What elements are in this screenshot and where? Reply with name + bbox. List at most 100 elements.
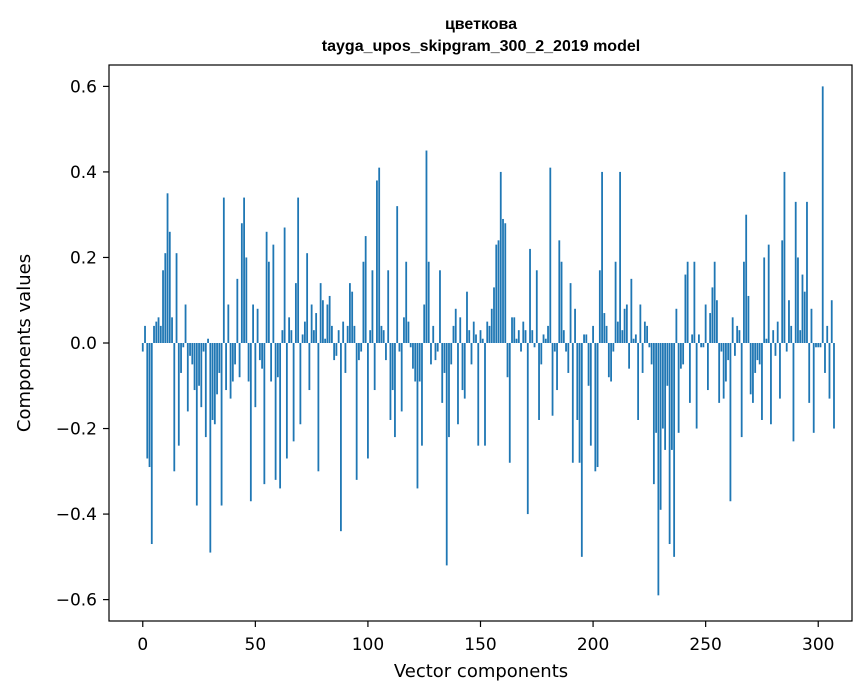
bar-304 (826, 325, 829, 343)
bar-190 (569, 283, 572, 343)
bar-195 (580, 343, 583, 557)
bar-270 (749, 343, 752, 395)
bar-30 (209, 343, 212, 553)
bar-5 (153, 325, 155, 343)
bar-224 (646, 325, 649, 343)
bar-48 (249, 343, 252, 502)
bar-8 (159, 325, 162, 343)
bar-14 (173, 343, 176, 472)
bar-65 (288, 317, 291, 343)
bar-243 (688, 343, 691, 403)
bar-136 (448, 343, 450, 438)
bar-151 (481, 338, 484, 343)
bar-183 (553, 343, 556, 352)
bar-219 (634, 334, 637, 343)
bar-244 (691, 334, 694, 343)
bar-56 (267, 261, 270, 343)
bar-169 (522, 321, 525, 343)
bar-38 (227, 304, 230, 343)
y-tick-label: 0.0 (70, 334, 97, 354)
bar-306 (830, 300, 833, 343)
bar-208 (610, 343, 612, 382)
bar-232 (664, 343, 667, 450)
bar-124 (421, 343, 423, 446)
bar-276 (763, 257, 766, 343)
bar-225 (648, 343, 651, 348)
bar-214 (623, 308, 626, 343)
bar-217 (630, 278, 633, 343)
bar-247 (698, 334, 700, 343)
bar-291 (797, 257, 799, 343)
bar-39 (229, 343, 232, 399)
bar-286 (785, 343, 788, 352)
bar-172 (529, 248, 531, 343)
bar-193 (576, 343, 579, 420)
bar-118 (407, 321, 410, 343)
bar-264 (736, 325, 739, 343)
bar-154 (488, 325, 491, 343)
bar-252 (709, 313, 712, 343)
bar-128 (430, 343, 432, 365)
bar-12 (168, 231, 171, 343)
bar-90 (344, 343, 347, 373)
bar-206 (605, 325, 608, 343)
bar-7 (157, 317, 160, 343)
bar-58 (272, 244, 275, 343)
bar-147 (472, 321, 475, 343)
chart-title: цветкова (445, 16, 517, 33)
bar-275 (761, 343, 763, 420)
bar-261 (729, 343, 732, 502)
bar-167 (517, 330, 520, 343)
bar-241 (684, 274, 687, 343)
bar-194 (578, 343, 581, 463)
bar-80 (321, 300, 324, 343)
bar-97 (360, 343, 363, 352)
bar-157 (495, 244, 498, 343)
bar-180 (547, 325, 549, 343)
bar-70 (299, 343, 302, 425)
bar-6 (155, 321, 158, 343)
bar-181 (549, 167, 552, 343)
bar-46 (245, 257, 248, 343)
bar-127 (427, 261, 430, 343)
bar-268 (745, 214, 748, 343)
bar-84 (331, 325, 333, 343)
bar-240 (682, 343, 685, 365)
x-tick-label: 250 (689, 635, 721, 655)
bar-168 (520, 343, 522, 352)
bar-188 (565, 343, 567, 352)
bar-24 (195, 343, 198, 506)
bar-91 (346, 325, 349, 343)
bar-66 (290, 330, 293, 343)
bar-33 (216, 343, 218, 395)
bar-228 (655, 343, 658, 433)
x-tick-label: 0 (137, 635, 148, 655)
x-tick-label: 100 (352, 635, 384, 655)
bar-258 (722, 343, 725, 399)
bar-162 (506, 343, 509, 378)
bar-215 (625, 304, 628, 343)
bar-207 (607, 343, 610, 378)
bar-277 (765, 338, 768, 343)
x-axis: 0 50 100 150 200 250 300 (137, 621, 834, 655)
bar-71 (301, 334, 304, 343)
bar-171 (526, 343, 529, 515)
bar-294 (803, 291, 806, 343)
bar-292 (799, 330, 802, 343)
bar-272 (754, 343, 757, 373)
bar-216 (628, 343, 630, 369)
bar-81 (324, 338, 327, 343)
bar-62 (281, 330, 284, 343)
bar-21 (189, 343, 191, 356)
bar-300 (817, 343, 820, 348)
bar-76 (312, 330, 315, 343)
bar-257 (720, 343, 723, 352)
bar-165 (513, 317, 516, 343)
bar-288 (790, 325, 793, 343)
bar-2 (146, 343, 149, 459)
y-tick-label: −0.6 (56, 591, 97, 611)
bar-134 (443, 343, 446, 373)
bar-122 (416, 343, 419, 489)
bar-164 (511, 317, 513, 343)
